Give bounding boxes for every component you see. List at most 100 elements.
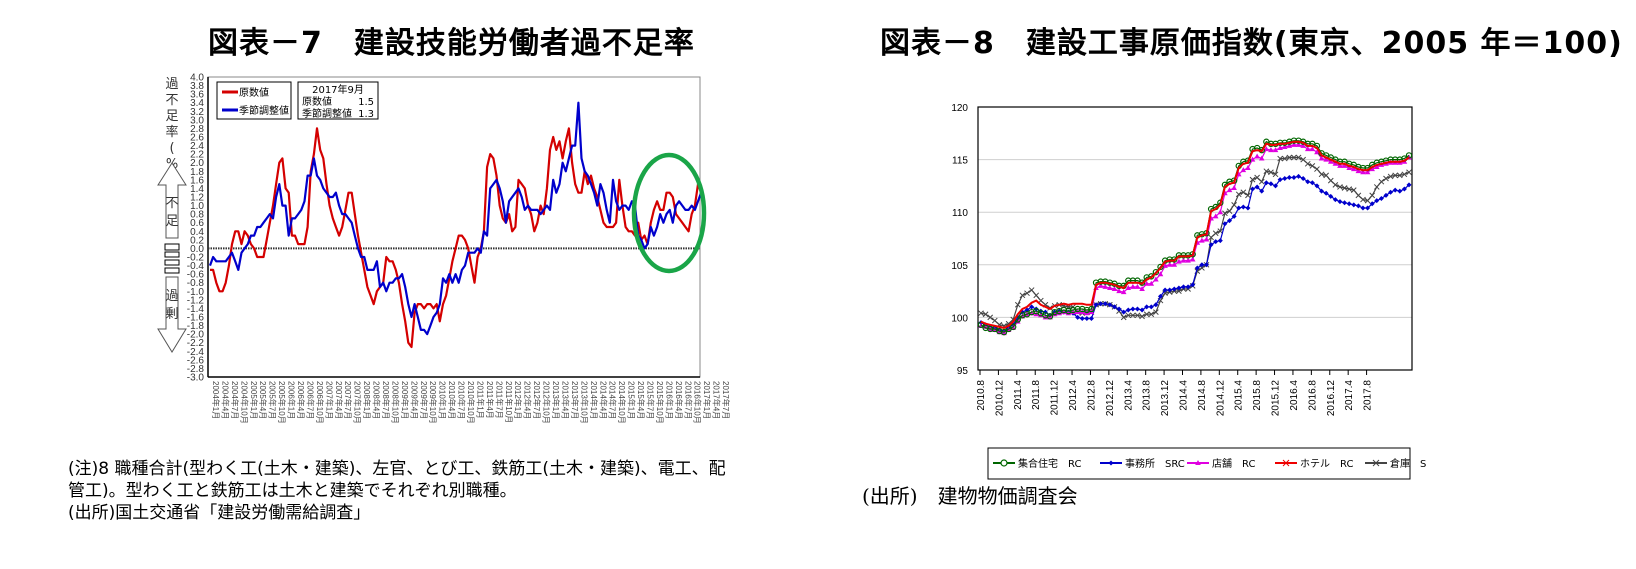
svg-text:2011年1月: 2011年1月 xyxy=(475,381,485,419)
svg-text:2013.12: 2013.12 xyxy=(1160,380,1171,417)
svg-text:120: 120 xyxy=(951,103,968,114)
svg-text:不: 不 xyxy=(165,196,178,211)
svg-text:-2.2: -2.2 xyxy=(187,338,205,349)
svg-text:2005年7月: 2005年7月 xyxy=(268,381,278,419)
svg-text:0.0: 0.0 xyxy=(190,244,204,255)
svg-text:集合住宅 RC: 集合住宅 RC xyxy=(1018,457,1081,470)
svg-text:2015.8: 2015.8 xyxy=(1252,380,1263,411)
svg-text:2015.12: 2015.12 xyxy=(1271,380,1282,417)
svg-text:2015年4月: 2015年4月 xyxy=(636,381,646,419)
svg-text:1.8: 1.8 xyxy=(190,167,204,178)
chart7: -3.0-2.8-2.6-2.4-2.2-2.0-1.8-1.6-1.4-1.2… xyxy=(157,73,731,424)
svg-text:-0.4: -0.4 xyxy=(187,261,205,272)
svg-text:1.5: 1.5 xyxy=(358,97,374,108)
svg-text:2014.8: 2014.8 xyxy=(1197,380,1208,411)
svg-text:2004年4月: 2004年4月 xyxy=(220,381,230,419)
svg-text:2007年10月: 2007年10月 xyxy=(353,381,363,424)
svg-text:2012年7月: 2012年7月 xyxy=(532,381,542,419)
svg-text:2010年10月: 2010年10月 xyxy=(466,381,476,424)
svg-text:2016年7月: 2016年7月 xyxy=(683,381,693,419)
svg-text:2.8: 2.8 xyxy=(190,124,204,135)
svg-text:2009年1月: 2009年1月 xyxy=(400,381,410,419)
svg-text:2011.12: 2011.12 xyxy=(1050,380,1061,416)
svg-text:-1.0: -1.0 xyxy=(187,287,205,298)
svg-text:倉庫 S: 倉庫 S xyxy=(1390,457,1426,470)
svg-text:2015.4: 2015.4 xyxy=(1234,380,1245,411)
svg-text:2012.8: 2012.8 xyxy=(1086,380,1097,411)
svg-text:2008年10月: 2008年10月 xyxy=(390,381,400,424)
svg-text:2013.8: 2013.8 xyxy=(1142,380,1153,411)
svg-text:2014年4月: 2014年4月 xyxy=(598,381,608,419)
svg-text:2016年4月: 2016年4月 xyxy=(674,381,684,419)
svg-text:2011年10月: 2011年10月 xyxy=(504,381,514,423)
svg-text:2.6: 2.6 xyxy=(190,133,204,144)
svg-text:2012年10月: 2012年10月 xyxy=(542,381,552,424)
svg-text:過: 過 xyxy=(165,289,178,304)
svg-text:1.6: 1.6 xyxy=(190,175,204,186)
svg-text:3.4: 3.4 xyxy=(190,98,204,109)
svg-text:2013年7月: 2013年7月 xyxy=(570,381,580,419)
svg-text:2010年4月: 2010年4月 xyxy=(447,381,457,419)
svg-text:2007年7月: 2007年7月 xyxy=(343,381,353,419)
svg-text:105: 105 xyxy=(951,261,968,272)
svg-text:2007年1月: 2007年1月 xyxy=(324,381,334,419)
svg-text:店舗 RC: 店舗 RC xyxy=(1212,457,1255,470)
svg-text:-2.8: -2.8 xyxy=(187,364,205,375)
svg-text:1.3: 1.3 xyxy=(358,109,374,120)
chart8-x-axis: 2010.8 2010.12 2011.4 2011.8 2011.12 2012.4 20… xyxy=(976,370,1374,416)
svg-text:-1.2: -1.2 xyxy=(187,295,205,306)
svg-text:2017年9月: 2017年9月 xyxy=(312,83,364,96)
svg-text:-0.2: -0.2 xyxy=(187,253,205,264)
series-4 xyxy=(978,154,1412,329)
svg-text:2009年4月: 2009年4月 xyxy=(409,381,419,419)
svg-text:2010年1月: 2010年1月 xyxy=(438,381,448,419)
svg-text:2009年10月: 2009年10月 xyxy=(428,381,438,424)
series-line-raw xyxy=(210,127,700,349)
svg-text:115: 115 xyxy=(952,156,968,167)
svg-text:2015年1月: 2015年1月 xyxy=(627,381,637,419)
svg-text:-2.0: -2.0 xyxy=(187,330,205,341)
svg-text:剰: 剰 xyxy=(165,307,178,322)
svg-text:-1.8: -1.8 xyxy=(187,321,205,332)
svg-text:-1.6: -1.6 xyxy=(187,313,205,324)
svg-text:2014年10月: 2014年10月 xyxy=(617,381,627,424)
svg-text:0.4: 0.4 xyxy=(190,227,204,238)
svg-text:0.6: 0.6 xyxy=(190,218,204,229)
svg-text:2017.8: 2017.8 xyxy=(1363,380,1374,411)
svg-text:2011.4: 2011.4 xyxy=(1013,380,1024,410)
svg-text:2006年1月: 2006年1月 xyxy=(287,381,297,419)
chart8-legend: 集合住宅 RC 事務所 SRC 店舗 RC ホテル RC 倉庫 S xyxy=(987,447,1426,480)
chart8-title: 図表－8 建設工事原価指数(東京、2005 年＝100) xyxy=(880,26,1623,61)
note-source: (出所)国土交通省「建設労働需給調査」 xyxy=(68,503,371,523)
svg-text:3.6: 3.6 xyxy=(190,90,204,101)
chart7-title: 図表－7 建設技能労働者過不足率 xyxy=(208,26,695,61)
svg-text:1.2: 1.2 xyxy=(190,193,204,204)
svg-text:2012.4: 2012.4 xyxy=(1068,380,1079,411)
svg-text:95: 95 xyxy=(957,366,969,377)
svg-text:2010年7月: 2010年7月 xyxy=(457,381,467,419)
note-line-2: 管工)。型わく工と鉄筋工は土木と建築でそれぞれ別職種。 xyxy=(68,481,517,501)
svg-text:2017年7月: 2017年7月 xyxy=(721,381,731,419)
svg-text:2012年4月: 2012年4月 xyxy=(523,381,533,419)
svg-text:2012年1月: 2012年1月 xyxy=(513,381,523,419)
svg-text:-0.8: -0.8 xyxy=(187,278,205,289)
chart7-x-axis: 2004年1月 2004年4月 2004年7月 2004年10月 2005年1月 2005… xyxy=(211,381,731,424)
svg-text:2006年7月: 2006年7月 xyxy=(305,381,315,419)
svg-text:2011.8: 2011.8 xyxy=(1031,380,1042,410)
svg-text:2005年1月: 2005年1月 xyxy=(249,381,259,419)
svg-text:2004年10月: 2004年10月 xyxy=(239,381,249,424)
svg-text:2008年1月: 2008年1月 xyxy=(362,381,372,419)
series-3 xyxy=(980,140,1410,329)
svg-text:2013年4月: 2013年4月 xyxy=(560,381,570,419)
svg-text:事務所 SRC: 事務所 SRC xyxy=(1125,457,1185,470)
svg-text:3.8: 3.8 xyxy=(190,81,204,92)
svg-text:100: 100 xyxy=(951,313,968,324)
svg-text:2014年1月: 2014年1月 xyxy=(589,381,599,419)
svg-text:0.2: 0.2 xyxy=(190,235,204,246)
svg-text:2.2: 2.2 xyxy=(190,150,204,161)
svg-text:2013年1月: 2013年1月 xyxy=(551,381,561,419)
svg-text:2016.8: 2016.8 xyxy=(1307,380,1318,411)
